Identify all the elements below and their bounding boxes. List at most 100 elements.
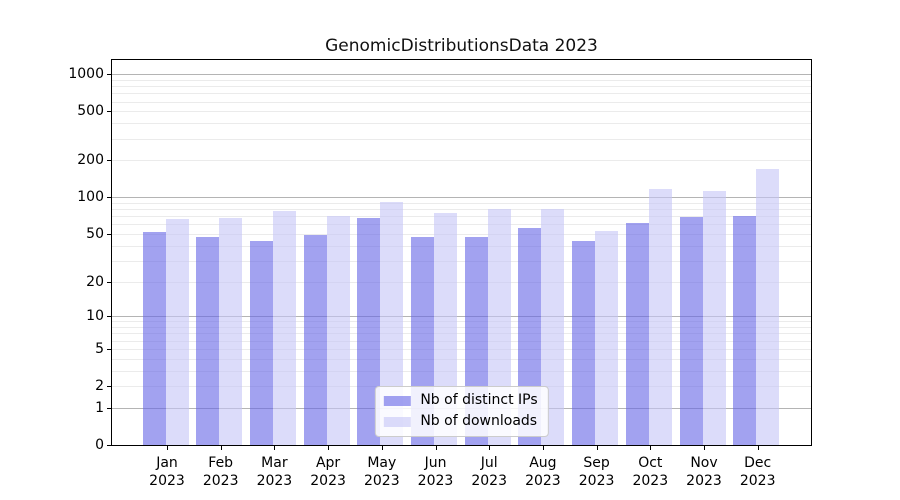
y-tick-label-20: 20 [86,273,104,290]
bar-downloads-nov [702,191,726,445]
y-tick-1 [107,407,112,409]
x-tick-jul [489,446,491,450]
x-tick-label-jun: Jun 2023 [417,455,454,489]
legend-item-distinct-ips: Nb of distinct IPs [383,392,538,408]
bar-distinct-ips-feb [196,237,220,445]
y-tick-5 [107,348,112,350]
bar-distinct-ips-dec [733,216,757,445]
y-tick-1000 [107,74,112,76]
legend-swatch-distinct-ips [383,395,411,406]
chart-title: GenomicDistributionsData 2023 [325,36,598,56]
legend-item-downloads: Nb of downloads [383,414,537,429]
bar-downloads-aug [541,209,565,445]
bar-distinct-ips-oct [625,222,649,445]
bar-downloads-apr [326,216,350,445]
x-tick-label-sep: Sep 2023 [578,455,615,489]
major-gridline-1000 [112,74,811,76]
y-tick-label-0: 0 [95,437,104,453]
y-tick-label-50: 50 [86,225,104,242]
y-tick-200 [107,160,112,162]
x-tick-nov [704,446,705,450]
y-tick-label-5: 5 [95,340,104,357]
bar-downloads-may [380,202,404,445]
y-tick-500 [107,111,112,113]
y-tick-label-2: 2 [95,378,104,394]
x-tick-label-dec: Dec 2023 [739,455,776,489]
bar-distinct-ips-apr [303,235,327,445]
minor-gridline-3 [112,370,811,372]
x-tick-label-may: May 2023 [363,455,400,489]
x-tick-apr [328,446,330,450]
bar-downloads-feb [219,217,243,445]
x-tick-dec [757,446,759,450]
minor-gridline-30 [112,260,811,262]
x-tick-aug [542,446,544,450]
legend: Nb of distinct IPs Nb of downloads [374,386,549,437]
minor-gridline-5 [112,348,811,350]
minor-gridline-50 [112,233,811,235]
minor-gridline-200 [112,160,811,162]
minor-gridline-500 [112,111,811,113]
x-tick-label-jul: Jul 2023 [471,455,507,489]
minor-gridline-400 [112,123,811,125]
plot-area: 0 1 2 5 10 20 50 100 200 500 1000 Jan 2023 Feb 2023 Mar… [68,59,812,489]
legend-swatch-downloads [383,416,411,427]
y-tick-0 [107,445,112,446]
x-tick-may [381,446,383,450]
y-tick-label-500: 500 [77,103,104,120]
minor-gridline-800 [112,86,811,87]
minor-gridline-80 [112,209,811,211]
x-tick-mar [274,446,276,450]
minor-gridline-6 [112,340,811,342]
bar-distinct-ips-sep [572,240,596,445]
minor-gridline-9 [112,321,811,323]
major-gridline-10 [112,316,811,318]
bar-downloads-dec [756,169,780,445]
minor-gridline-70 [112,216,811,218]
x-tick-feb [220,446,222,450]
bar-downloads-mar [272,211,296,445]
minor-gridline-7 [112,333,811,335]
y-tick-label-200: 200 [77,152,104,169]
minor-gridline-60 [112,224,811,226]
bar-downloads-oct [648,188,672,445]
y-tick-label-1: 1 [95,399,104,416]
bar-downloads-jan [165,218,189,445]
x-tick-label-aug: Aug 2023 [525,455,561,489]
minor-gridline-600 [112,101,811,103]
legend-label-distinct-ips: Nb of distinct IPs [420,392,538,408]
y-tick-50 [107,233,112,235]
bar-distinct-ips-mar [249,240,273,445]
x-tick-jun [435,446,437,450]
bar-downloads-sep [595,230,619,445]
y-tick-10 [107,316,112,318]
y-tick-label-10: 10 [86,308,104,325]
minor-gridline-90 [112,202,811,204]
minor-gridline-40 [112,245,811,247]
y-tick-100 [107,197,112,199]
y-tick-2 [107,386,112,387]
x-tick-label-oct: Oct 2023 [632,455,669,489]
x-tick-label-mar: Mar 2023 [256,455,293,489]
minor-gridline-700 [112,93,811,95]
x-tick-label-nov: Nov 2023 [686,455,722,489]
y-tick-label-100: 100 [77,189,104,206]
x-tick-label-jan: Jan 2023 [149,455,185,489]
x-tick-sep [596,446,598,450]
minor-gridline-4 [112,358,811,360]
minor-gridline-20 [112,281,811,283]
minor-gridline-900 [112,79,811,81]
y-tick-label-1000: 1000 [68,66,104,83]
major-gridline-100 [112,197,811,199]
bar-distinct-ips-jan [142,231,166,445]
y-tick-20 [107,281,112,283]
minor-gridline-8 [112,327,811,328]
legend-label-downloads: Nb of downloads [420,413,538,429]
x-tick-oct [650,446,652,450]
x-tick-label-feb: Feb 2023 [202,455,239,489]
x-tick-label-apr: Apr 2023 [310,455,346,489]
bar-distinct-ips-nov [679,216,703,445]
minor-gridline-300 [112,138,811,140]
x-tick-jan [167,446,168,450]
